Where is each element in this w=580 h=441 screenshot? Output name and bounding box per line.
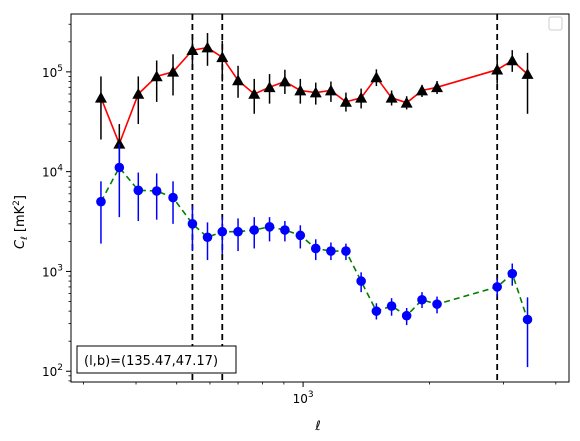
data-point-circle [233,226,243,237]
data-point-triangle [385,91,398,103]
y-tick-label: 102 [42,363,63,379]
data-point-circle [264,222,275,232]
series-2 [96,143,533,368]
data-point-triangle [263,81,276,93]
y-tick-label: 103 [42,263,63,279]
data-point-triangle [506,54,519,66]
data-point-triangle [248,87,261,99]
data-point-circle [217,226,228,237]
series-layer [94,33,534,368]
axis-ticks: 102 103 104 105 103 [42,23,557,406]
legend-box [548,16,563,31]
data-point-triangle [150,70,163,82]
data-point-triangle [132,87,145,99]
data-point-triangle [232,74,245,86]
data-point-triangle [113,137,126,149]
plot-frame [70,13,570,383]
data-point-circle [492,282,502,292]
data-point-triangle [294,84,307,96]
data-point-circle [133,185,144,196]
data-point-triangle [201,41,214,53]
data-point-circle [249,225,260,235]
y-tick-label: 104 [42,164,63,180]
data-point-circle [371,306,382,316]
data-point-circle [341,246,351,256]
data-point-triangle [309,86,322,98]
series-line [100,166,529,320]
annotation-box: (l,b)=(135.47,47.17) [76,345,237,374]
x-tick-label: 103 [293,390,314,406]
data-point-circle [522,314,533,325]
data-point-triangle [186,44,199,55]
series-1 [94,33,534,164]
data-point-circle [356,276,366,286]
data-point-circle [401,310,412,321]
data-point-circle [168,192,178,203]
data-point-circle [507,268,518,279]
data-point-triangle [216,51,229,63]
data-point-triangle [400,96,413,108]
data-point-triangle [521,68,534,79]
data-point-circle [417,294,427,305]
data-point-triangle [370,71,383,83]
data-point-triangle [324,84,337,96]
data-point-triangle [278,75,291,87]
data-point-circle [114,162,125,173]
data-point-triangle [339,95,352,107]
data-point-circle [326,246,336,256]
data-point-circle [96,196,106,207]
data-point-triangle [416,84,429,96]
data-point-circle [310,243,321,254]
data-point-triangle [491,63,504,75]
data-point-circle [202,232,213,243]
data-point-circle [432,299,442,309]
y-axis-label: Cℓ [mK2] [12,195,30,249]
data-point-circle [151,186,162,196]
data-point-triangle [431,81,444,93]
data-point-circle [280,225,290,235]
data-point-triangle [355,91,368,103]
data-point-circle [386,301,397,311]
data-point-circle [295,230,306,241]
data-point-triangle [167,65,180,77]
annotation-text: (l,b)=(135.47,47.17) [84,354,218,369]
data-point-triangle [94,91,107,103]
y-tick-label: 105 [42,64,63,80]
x-axis-label: ℓ [314,419,320,434]
data-point-circle [187,219,198,229]
